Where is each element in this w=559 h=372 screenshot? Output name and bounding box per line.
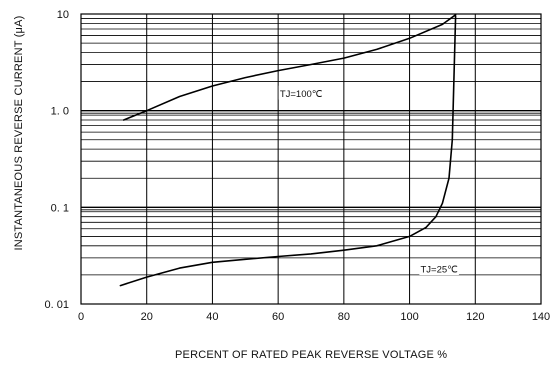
series-layer: [119, 14, 457, 287]
x-tick-label: 0: [78, 311, 84, 323]
grid-lines: [81, 14, 541, 304]
plot-frame: [80, 13, 542, 305]
y-axis-label: INSTANTANEOUS REVERSE CURRENT (μA): [13, 15, 25, 251]
y-tick-labels: 0. 01 0. 1 1. 0 10: [45, 9, 69, 311]
x-tick-label: 80: [338, 311, 350, 323]
x-tick-label: 20: [141, 311, 153, 323]
annotation-background: [419, 261, 459, 276]
annotation-background: [278, 85, 324, 100]
annotations: TJ=100℃ TJ=25℃: [278, 85, 459, 276]
series-line-1: [122, 14, 457, 121]
x-tick-label: 120: [466, 311, 484, 323]
series-line-2: [119, 15, 457, 287]
annotation-label: TJ=100℃: [280, 89, 323, 100]
x-tick-label: 40: [206, 311, 218, 323]
x-tick-label: 60: [272, 311, 284, 323]
annotation-label: TJ=25℃: [420, 265, 458, 276]
y-tick-label: 10: [57, 9, 69, 21]
y-tick-label: 1. 0: [51, 106, 69, 118]
x-tick-labels: 0 20 40 60 80 100 120 140: [78, 311, 550, 323]
x-axis-label: PERCENT OF RATED PEAK REVERSE VOLTAGE %: [175, 349, 448, 361]
x-tick-label: 100: [400, 311, 418, 323]
y-tick-label: 0. 1: [51, 202, 69, 214]
x-tick-label: 140: [532, 311, 550, 323]
y-tick-label: 0. 01: [45, 299, 69, 311]
